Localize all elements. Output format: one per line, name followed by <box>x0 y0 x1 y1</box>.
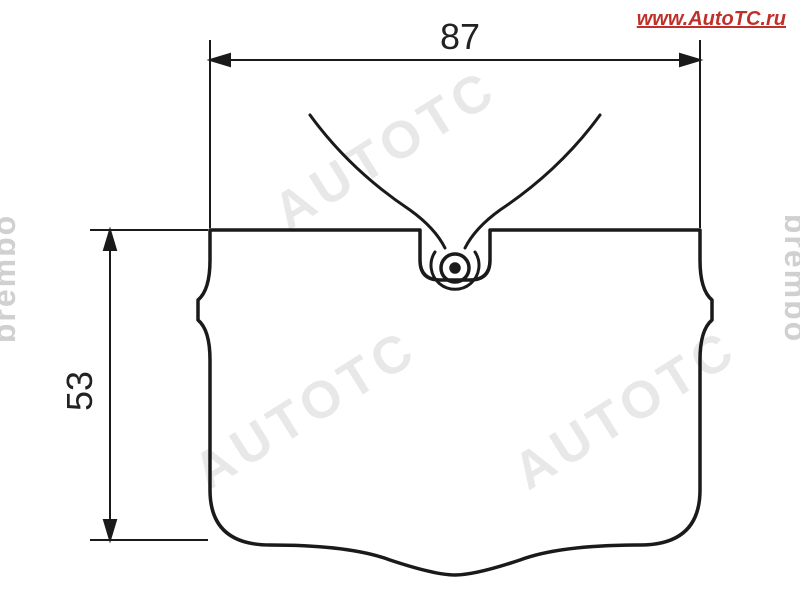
dim-height <box>90 230 208 540</box>
technical-drawing <box>0 0 800 600</box>
dim-width <box>210 40 700 228</box>
brake-pad-outline <box>198 230 712 575</box>
